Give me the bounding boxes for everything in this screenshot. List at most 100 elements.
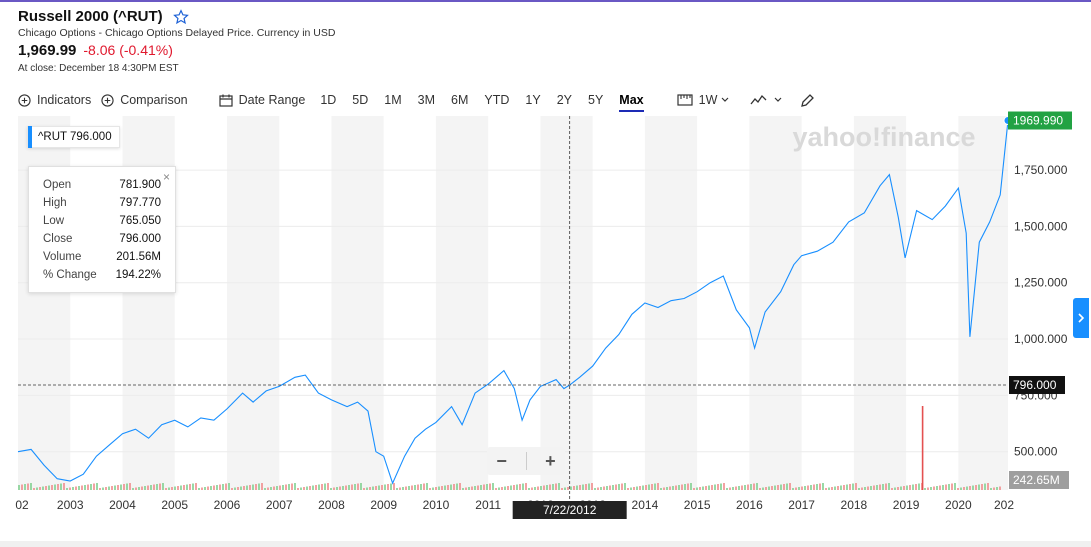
tooltip-label: Open [43,179,72,191]
volume-bar [654,483,656,490]
volume-bar [288,484,290,490]
volume-bar [531,487,533,490]
volume-bar [900,486,902,490]
volume-bar [804,486,806,490]
indicators-button[interactable]: Indicators [18,93,91,107]
volume-bar [819,483,821,490]
volume-bar [96,483,98,490]
volume-bar [681,484,683,490]
volume-bar [918,483,920,490]
volume-bar [318,484,320,490]
volume-bar [774,485,776,490]
range-6m[interactable]: 6M [451,93,469,107]
x-axis-label: 2003 [57,498,84,512]
volume-bar [954,483,956,490]
zoom-out-button[interactable]: − [496,450,507,471]
chevron-down-icon [721,97,729,102]
range-1y[interactable]: 1Y [525,93,541,107]
volume-bar [750,484,752,490]
volume-bar [417,484,419,490]
volume-bar [252,484,254,490]
volume-bar [354,484,356,490]
interval-dropdown[interactable]: 1W [677,93,736,107]
range-max[interactable]: Max [619,93,644,112]
volume-bar [909,485,911,490]
quote-header: Russell 2000 (^RUT) [18,8,189,25]
volume-bar [246,485,248,490]
volume-bar [213,485,215,490]
range-1d[interactable]: 1D [320,93,337,107]
range-2y[interactable]: 2Y [556,93,572,107]
volume-bar [129,483,131,490]
volume-bar [912,484,914,490]
expand-panel-button[interactable] [1073,298,1089,338]
volume-bar [615,484,617,490]
tooltip-value: 796.000 [119,233,161,245]
range-1m[interactable]: 1M [384,93,402,107]
chart-type-dropdown[interactable] [750,94,788,106]
volume-bar [462,488,464,490]
range-3m[interactable]: 3M [417,93,436,107]
volume-bar [663,487,665,490]
volume-bar [633,487,635,490]
date-range-button[interactable]: Date Range [218,93,305,107]
volume-bar [282,485,284,490]
zoom-in-button[interactable]: + [545,450,556,471]
volume-bar [714,484,716,490]
plus-circle-icon [18,93,31,107]
volume-bar [366,487,368,490]
volume-bar [861,487,863,490]
volume-bar [456,483,458,490]
volume-bar [990,488,992,490]
volume-bar [222,484,224,490]
volume-bar [831,487,833,490]
tooltip-row: High 797.770 [43,197,161,209]
volume-bar [597,487,599,490]
volume-bar [483,484,485,490]
price-change: -8.06 (-0.41%) [83,42,173,58]
draw-button[interactable] [800,93,821,108]
footer-band [0,541,1091,547]
comparison-button[interactable]: Comparison [101,93,188,107]
volume-bar [273,486,275,490]
volume-bar [852,483,854,490]
range-ytd[interactable]: YTD [484,93,510,107]
x-axis-label: 2017 [788,498,815,512]
range-5d[interactable]: 5D [352,93,369,107]
volume-bar [192,483,194,490]
volume-bar [423,483,425,490]
volume-bar [255,484,257,490]
volume-bar [792,488,794,490]
volume-bar [867,486,869,490]
volume-bar [450,484,452,490]
volume-bar [117,485,119,490]
volume-bar [690,483,692,490]
volume-bar [111,486,113,490]
range-5y[interactable]: 5Y [588,93,604,107]
volume-bar [39,487,41,490]
volume-bar [543,485,545,490]
close-icon[interactable]: × [162,170,170,184]
volume-bar [930,487,932,490]
volume-bar [474,486,476,490]
symbol-value: ^RUT 796.000 [38,131,112,143]
volume-bar [807,485,809,490]
volume-bar [300,487,302,490]
x-axis-label: 2008 [318,498,345,512]
volume-bar [519,484,521,490]
star-icon[interactable] [172,8,189,25]
volume-bar [402,487,404,490]
volume-bar [63,483,65,490]
volume-bar [576,485,578,490]
volume-bar [648,484,650,490]
volume-bar [369,487,371,490]
volume-bar [480,485,482,490]
volume-bar [150,485,152,490]
volume-bar [834,486,836,490]
volume-bar [705,486,707,490]
volume-bar [276,486,278,490]
volume-bar [330,488,332,490]
volume-bar [447,485,449,490]
volume-bar [333,487,335,490]
